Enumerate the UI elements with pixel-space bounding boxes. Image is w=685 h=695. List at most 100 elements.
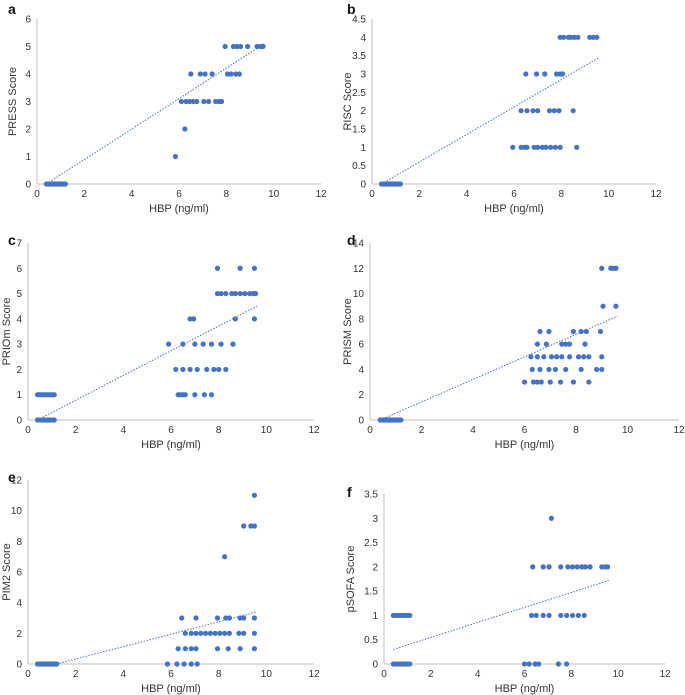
panel-b-x-axis-title: HBP (ng/ml) xyxy=(484,203,544,215)
panel-e-data-point xyxy=(241,630,247,636)
panel-c-data-point xyxy=(251,316,258,322)
panel-c-y-axis-title: PRIOm Score xyxy=(1,298,13,366)
panel-a-xtick-label: 10 xyxy=(268,189,280,200)
panel-e-data-point xyxy=(175,646,181,652)
panel-a-ytick-label: 1 xyxy=(25,152,31,163)
panel-c-data-point xyxy=(253,290,259,297)
panel-c-data-point xyxy=(214,290,221,297)
panel-f-data-point xyxy=(564,661,570,667)
panel-b-xtick-label: 2 xyxy=(417,189,423,200)
panel-f-data-point xyxy=(581,612,587,619)
panel-d-xtick-label: 6 xyxy=(522,425,528,436)
panel-f-xtick-label: 6 xyxy=(522,669,528,680)
panel-e-data-point xyxy=(214,646,221,652)
panel-e-xtick-label: 4 xyxy=(121,669,127,680)
panel-c-data-point xyxy=(232,316,238,322)
panel-a-data-point xyxy=(201,98,207,105)
panel-c-data-point xyxy=(251,265,258,271)
panel-d-data-point xyxy=(529,366,535,373)
panel-b-data-point xyxy=(543,144,549,150)
panel-e-ytick-label: 6 xyxy=(16,568,22,579)
panel-c-ytick-label: 2 xyxy=(16,365,22,376)
panel-e-xtick-label: 2 xyxy=(73,669,79,680)
panel-d: d 0 2 4 6 8 10 12 0 2 4 6 8 10 12 14 HBP (ng/ml) PRISM Sc… xyxy=(342,232,685,451)
panel-e-data-point xyxy=(222,554,228,560)
panel-e-data-point xyxy=(225,646,231,652)
panel-a-data-point xyxy=(228,71,234,77)
panel-b-ytick-label: 4 xyxy=(360,33,366,44)
panel-d-data-point xyxy=(546,366,552,373)
panel-f-data-point xyxy=(548,515,555,521)
panel-e-data-point xyxy=(164,661,171,667)
panel-b-data-point xyxy=(556,108,562,114)
panel-b-ytick-label: 2.5 xyxy=(352,88,366,99)
panel-b-data-point xyxy=(557,144,563,150)
panel-d-y-axis-title: PRISM Score xyxy=(342,298,354,365)
panel-b-data-point xyxy=(524,108,530,114)
panel-f-data-point xyxy=(564,612,570,619)
panel-e-data-point xyxy=(248,523,254,529)
panel-b-xtick-label: 12 xyxy=(650,189,662,200)
panel-d-data-point xyxy=(534,354,540,360)
panel-b-data-point xyxy=(574,144,580,150)
panel-d-ytick-label: 4 xyxy=(358,365,364,376)
panel-a-data-point xyxy=(205,98,212,105)
panel-b-data-point xyxy=(523,71,529,77)
panel-a-data-point xyxy=(237,43,244,50)
panel-e-data-point xyxy=(193,615,199,621)
panel-c-data-point xyxy=(208,341,215,347)
panel-f-data-point xyxy=(546,564,552,570)
panel-e-data-point xyxy=(174,661,180,667)
panel-a-data-point xyxy=(194,98,200,105)
panel-a-data-point xyxy=(62,181,68,187)
panel-d-data-point xyxy=(582,341,588,347)
panel-b-data-point xyxy=(397,181,403,187)
panel-d-ytick-label: 0 xyxy=(358,416,364,427)
panel-d-xtick-label: 8 xyxy=(573,425,579,436)
panel-d-data-point xyxy=(534,379,540,385)
panel-d-ytick-label: 10 xyxy=(353,289,365,300)
panel-e-data-point xyxy=(193,630,199,636)
panel-c-xtick-label: 10 xyxy=(261,425,273,436)
panel-d-data-point xyxy=(599,354,605,360)
panel-f-x-axis-title: HBP (ng/ml) xyxy=(495,683,555,695)
panel-c-data-point xyxy=(194,366,200,373)
panel-c-data-point xyxy=(237,265,243,271)
panel-b-xtick-label: 8 xyxy=(559,189,565,200)
panel-a-letter: a xyxy=(8,1,16,17)
panel-f-xtick-label: 8 xyxy=(569,669,575,680)
panel-b-data-point xyxy=(575,34,581,40)
panel-d-data-point xyxy=(581,354,587,360)
panel-c-data-point xyxy=(200,341,206,347)
panel-e-data-point xyxy=(223,615,229,621)
panel-d-data-point xyxy=(546,328,552,335)
panel-c-data-point xyxy=(242,290,248,297)
panel-f-data-point xyxy=(528,612,535,619)
panel-c-data-point xyxy=(51,392,57,398)
panel-e-ytick-label: 0 xyxy=(16,660,22,671)
panel-d-data-point xyxy=(566,354,573,360)
panel-e-data-point xyxy=(188,661,194,667)
panel-e-data-point xyxy=(251,630,258,636)
panel-b-xtick-label: 6 xyxy=(511,189,517,200)
panel-a-ytick-label: 6 xyxy=(25,15,31,26)
panel-f-xtick-label: 4 xyxy=(475,669,481,680)
panel-d-data-point xyxy=(537,366,543,373)
panel-c-data-point xyxy=(187,366,193,373)
panel-a-xtick-label: 12 xyxy=(315,189,327,200)
panel-d-ytick-label: 12 xyxy=(353,264,365,275)
panel-e-data-point xyxy=(226,615,232,621)
panel-c-data-point xyxy=(229,290,235,297)
panel-c-xtick-label: 2 xyxy=(73,425,79,436)
panel-e-data-point xyxy=(207,630,213,636)
panel-b-data-point xyxy=(561,34,567,40)
panel-e-data-point xyxy=(202,630,209,636)
panel-a-ytick-label: 0 xyxy=(25,180,31,191)
panel-e-data-point xyxy=(217,630,223,636)
panel-f-data-point xyxy=(521,661,528,667)
panel-d-data-point xyxy=(566,341,573,347)
panel-b-ytick-label: 0.5 xyxy=(352,161,366,172)
panel-c-data-point xyxy=(173,366,179,373)
panel-a-data-point xyxy=(260,43,266,50)
